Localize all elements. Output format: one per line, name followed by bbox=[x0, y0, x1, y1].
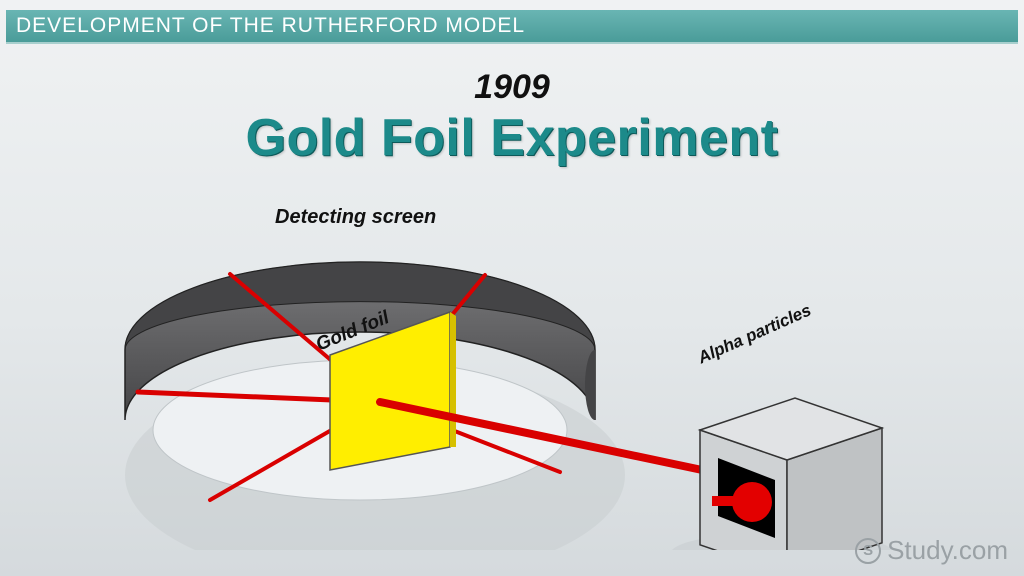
experiment-title: Gold Foil Experiment bbox=[0, 108, 1024, 168]
watermark-text: Study.com bbox=[887, 535, 1008, 566]
detecting-screen-label: Detecting screen bbox=[275, 206, 436, 229]
title-text: DEVELOPMENT OF THE RUTHERFORD MODEL bbox=[16, 14, 525, 38]
gold-foil-diagram: Detecting screen Gold foil Alpha particl… bbox=[60, 170, 960, 550]
watermark-icon: S bbox=[855, 538, 881, 564]
title-bar: DEVELOPMENT OF THE RUTHERFORD MODEL bbox=[6, 10, 1018, 44]
year-label: 1909 bbox=[0, 68, 1024, 107]
watermark: S Study.com bbox=[855, 535, 1008, 566]
